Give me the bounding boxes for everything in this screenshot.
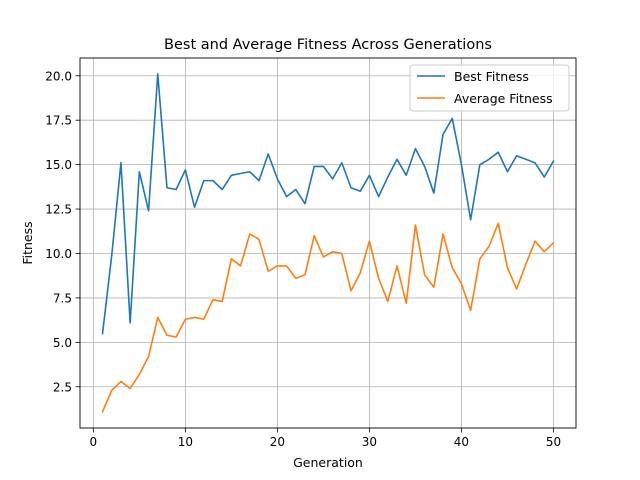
y-tick-label: 20.0	[45, 69, 72, 83]
legend-label-best: Best Fitness	[454, 69, 529, 84]
y-tick-label: 12.5	[45, 203, 72, 217]
plot-area-frame	[79, 57, 577, 429]
legend: Best Fitness Average Fitness	[409, 64, 570, 112]
x-tick-label: 30	[362, 435, 377, 449]
y-tick-label: 17.5	[45, 114, 72, 128]
x-tick-label: 40	[454, 435, 469, 449]
x-tick-label: 0	[90, 435, 98, 449]
legend-label-average: Average Fitness	[454, 91, 553, 106]
series-lines	[101, 73, 555, 413]
x-axis-label: Generation	[293, 455, 363, 470]
y-tick-label: 5.0	[53, 336, 72, 350]
axis-ticks: 0 10 20 30 40 50 2.5 5.0 7.5 10.0 12.5 15.0 17.5 20.0	[45, 69, 561, 449]
x-tick-label: 50	[546, 435, 561, 449]
y-tick-label: 15.0	[45, 158, 72, 172]
y-axis-label: Fitness	[20, 221, 35, 264]
chart-title: Best and Average Fitness Across Generati…	[164, 37, 492, 53]
legend-box	[409, 64, 570, 112]
best-fitness-line	[101, 73, 555, 335]
x-tick-label: 20	[270, 435, 285, 449]
average-fitness-line	[101, 222, 555, 413]
y-tick-label: 10.0	[45, 247, 72, 261]
y-tick-label: 7.5	[53, 291, 72, 305]
x-tick-label: 10	[178, 435, 193, 449]
y-tick-label: 2.5	[53, 380, 72, 394]
